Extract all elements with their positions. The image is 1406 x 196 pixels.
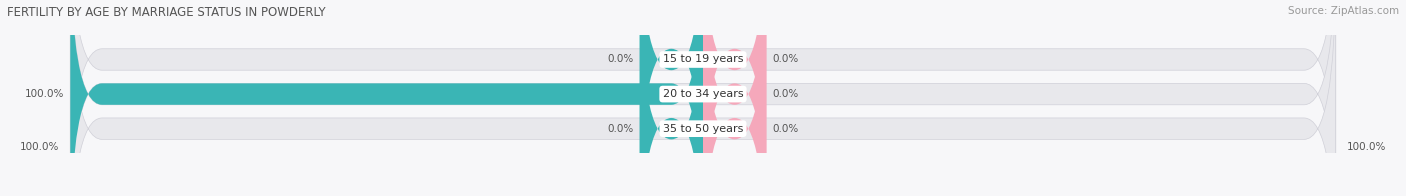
FancyBboxPatch shape <box>640 0 703 196</box>
Text: 0.0%: 0.0% <box>607 124 633 134</box>
FancyBboxPatch shape <box>70 0 1336 196</box>
Text: 100.0%: 100.0% <box>20 142 59 152</box>
Text: 100.0%: 100.0% <box>1347 142 1386 152</box>
Text: 20 to 34 years: 20 to 34 years <box>662 89 744 99</box>
FancyBboxPatch shape <box>640 0 703 196</box>
Text: Source: ZipAtlas.com: Source: ZipAtlas.com <box>1288 6 1399 16</box>
FancyBboxPatch shape <box>703 0 766 196</box>
Text: 0.0%: 0.0% <box>773 89 799 99</box>
FancyBboxPatch shape <box>703 0 766 196</box>
Text: FERTILITY BY AGE BY MARRIAGE STATUS IN POWDERLY: FERTILITY BY AGE BY MARRIAGE STATUS IN P… <box>7 6 326 19</box>
Text: 0.0%: 0.0% <box>607 54 633 64</box>
FancyBboxPatch shape <box>70 0 1336 196</box>
Text: 35 to 50 years: 35 to 50 years <box>662 124 744 134</box>
FancyBboxPatch shape <box>70 0 1336 196</box>
Text: 15 to 19 years: 15 to 19 years <box>662 54 744 64</box>
Text: 0.0%: 0.0% <box>773 54 799 64</box>
FancyBboxPatch shape <box>703 0 766 196</box>
Text: 0.0%: 0.0% <box>773 124 799 134</box>
FancyBboxPatch shape <box>70 0 703 196</box>
Text: 100.0%: 100.0% <box>24 89 63 99</box>
